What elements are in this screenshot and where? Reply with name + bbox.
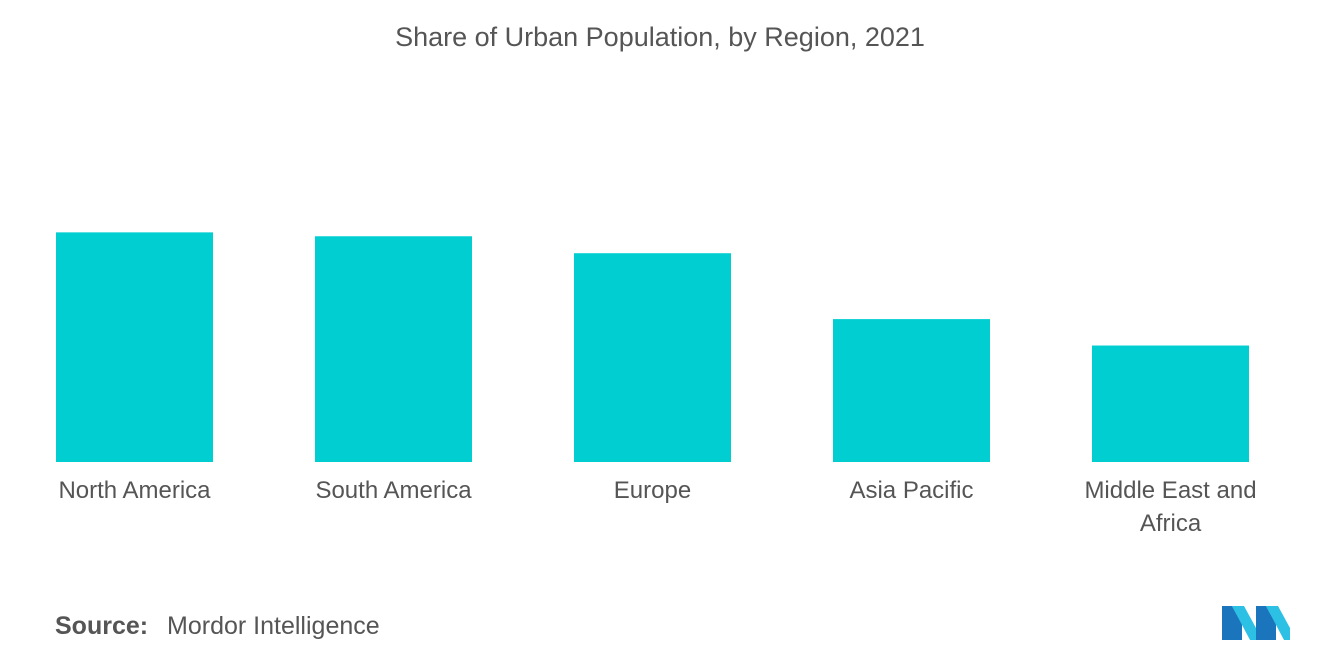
- category-label: Middle East and Africa: [1084, 477, 1256, 537]
- source-note: Source: Mordor Intelligence: [55, 612, 380, 641]
- bar-middle-east-and-africa: [1092, 345, 1249, 462]
- category-label: Europe: [614, 477, 691, 504]
- bar-asia-pacific: [833, 319, 990, 462]
- category-label: North America: [58, 477, 211, 504]
- bar-chart: North America South America Europe Asia Pac…: [56, 232, 1257, 537]
- bars-group: [56, 232, 1249, 462]
- mordor-intelligence-logo-icon: [1222, 606, 1290, 640]
- chart-title: Share of Urban Population, by Region, 20…: [395, 22, 925, 52]
- bar-europe: [574, 253, 731, 462]
- category-labels: North America South America Europe Asia Pac…: [58, 477, 1256, 537]
- source-label: Source:: [55, 612, 149, 640]
- source-text: Mordor Intelligence: [167, 612, 380, 640]
- bar-north-america: [56, 232, 213, 462]
- bar-south-america: [315, 236, 472, 462]
- category-label: Asia Pacific: [849, 477, 973, 504]
- category-label: South America: [315, 477, 472, 504]
